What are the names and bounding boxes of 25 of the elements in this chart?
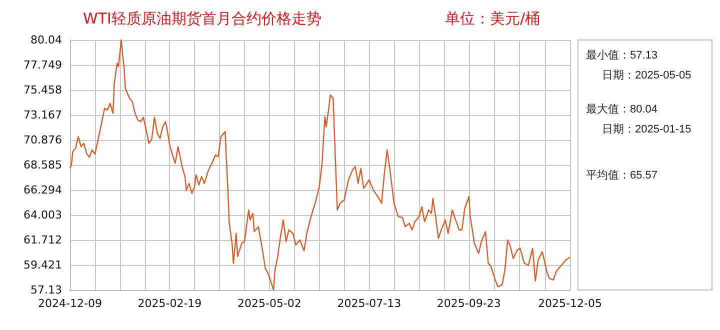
x-tick-label: 2025-05-02 — [237, 297, 302, 310]
y-tick-label: 77.749 — [24, 58, 62, 72]
x-tick-label: 2025-09-23 — [436, 297, 501, 310]
y-tick-label: 73.167 — [24, 108, 62, 122]
y-tick-label: 64.003 — [24, 208, 62, 222]
y-tick-label: 57.13 — [30, 284, 62, 296]
chart-subtitle: 单位：美元/桶 — [445, 10, 540, 28]
x-tick-label: 2024-12-09 — [38, 297, 102, 310]
y-tick-label: 66.294 — [24, 184, 62, 196]
y-tick-label: 75.458 — [24, 84, 62, 96]
line-series — [69, 39, 571, 291]
x-tick-label: 2025-02-19 — [138, 297, 202, 310]
chart-title: WTI轻质原油期货首月合约价格走势 — [83, 10, 322, 28]
text: 日期：2025-01-15 — [602, 124, 692, 136]
x-tick-label: 2025-07-13 — [337, 297, 402, 310]
y-tick-label: 68.585 — [24, 158, 62, 172]
y-tick-label: 61.712 — [24, 234, 62, 246]
y-tick-label: 70.876 — [24, 134, 62, 146]
text: 最小值：57.13 — [586, 48, 658, 62]
y-tick-label: 59.421 — [24, 258, 62, 272]
text: 平均值：65.57 — [586, 170, 658, 182]
x-tick-label: 2025-12-05 — [538, 297, 602, 310]
text: 日期：2025-05-05 — [602, 70, 692, 82]
text: 最大值：80.04 — [586, 102, 658, 116]
y-tick-label: 80.04 — [30, 34, 62, 46]
